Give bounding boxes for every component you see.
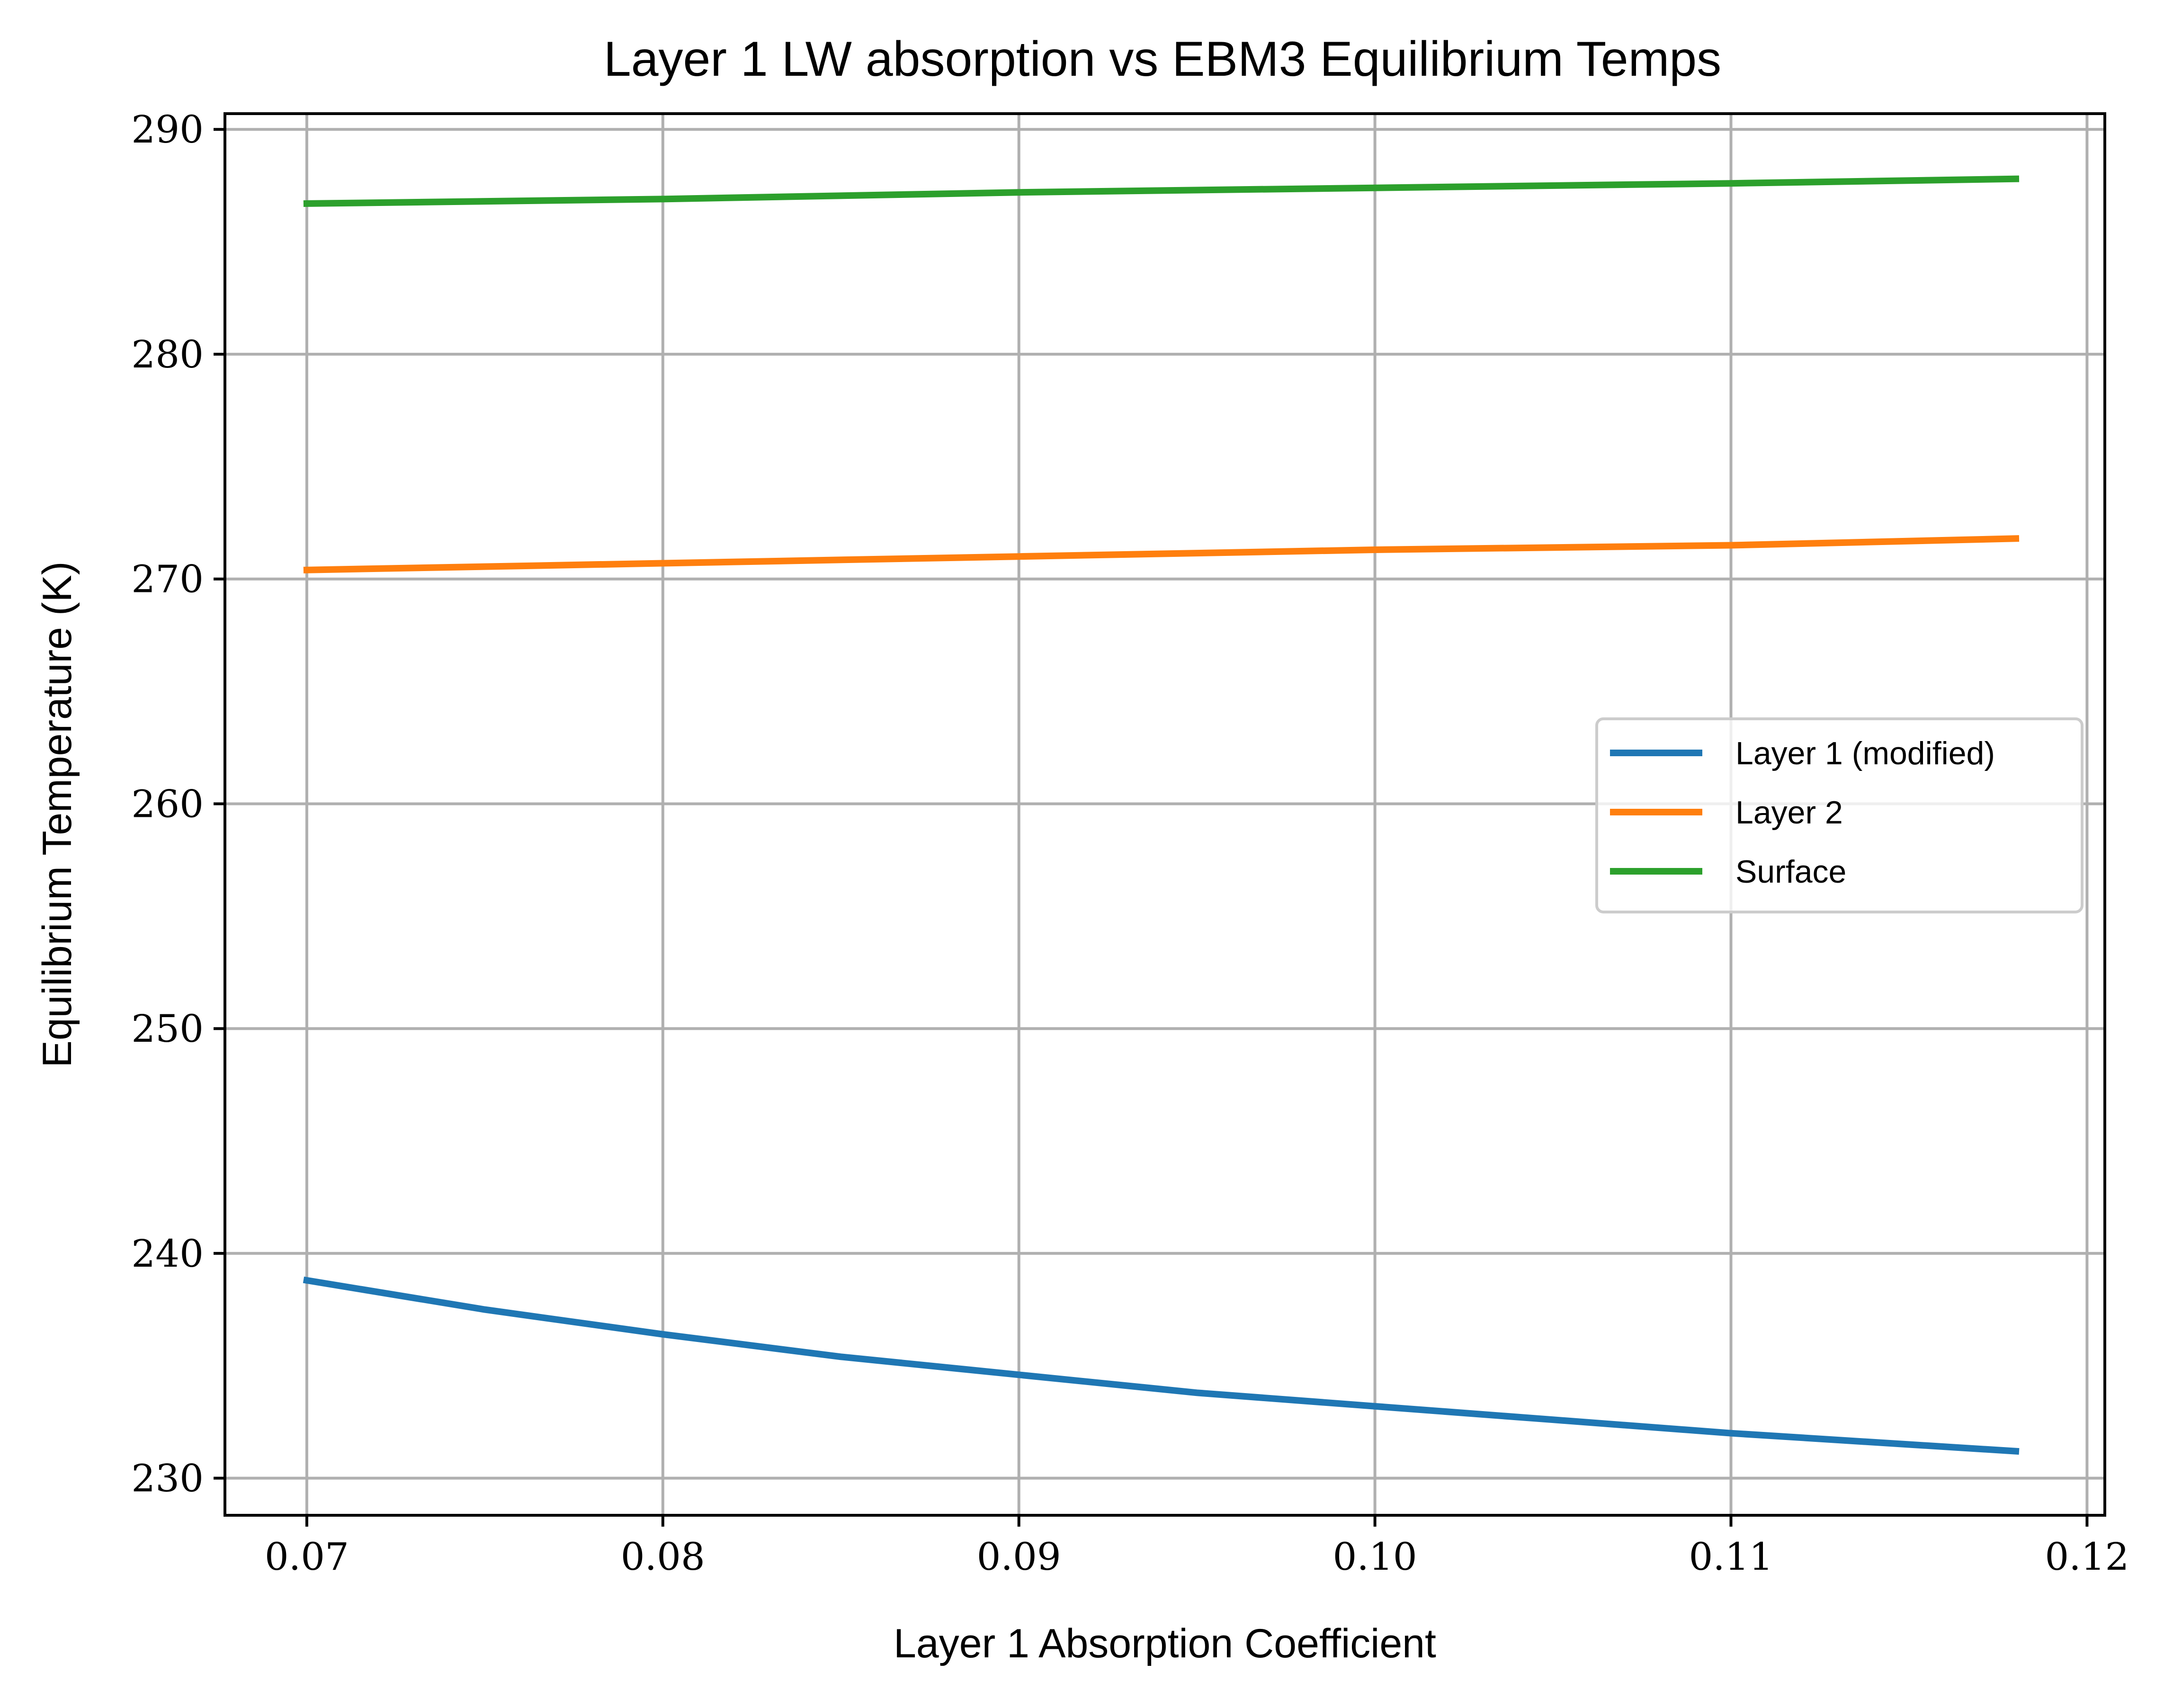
x-tick-label: 0.09: [977, 1535, 1061, 1579]
y-tick-label: 230: [131, 1457, 204, 1501]
y-tick-label: 260: [131, 782, 204, 826]
legend-label-1: Layer 1 (modified): [1735, 735, 1995, 771]
plot-lines: [303, 175, 2020, 1455]
legend-label-2: Layer 2: [1735, 795, 1843, 831]
x-axis-label: Layer 1 Absorption Coefficient: [894, 1621, 1436, 1666]
legend-entries: Layer 1 (modified) Layer 2 Surface: [1610, 735, 1995, 890]
x-tick-label: 0.10: [1333, 1535, 1417, 1579]
x-tick-label: 0.11: [1689, 1535, 1773, 1579]
legend: Layer 1 (modified) Layer 2 Surface: [1595, 717, 2084, 913]
series-line-1: [303, 1276, 2020, 1455]
series-line-2: [303, 535, 2020, 573]
series-line-3: [303, 175, 2020, 207]
y-tick-label: 240: [131, 1232, 204, 1276]
x-tick-label: 0.08: [621, 1535, 705, 1579]
legend-label-3: Surface: [1735, 854, 1846, 890]
y-tick-label: 270: [131, 557, 204, 601]
y-tick-label: 250: [131, 1007, 204, 1051]
plot-area-frame: [224, 112, 2106, 1517]
y-tick-label: 290: [131, 107, 204, 152]
y-tick-label: 280: [131, 332, 204, 376]
x-tick-label: 0.07: [265, 1535, 349, 1579]
x-tick-label: 0.12: [2045, 1535, 2129, 1579]
legend-frame: [1595, 717, 2084, 913]
chart-title: Layer 1 LW absorption vs EBM3 Equilibriu…: [604, 32, 1721, 87]
axis-ticks: 0.07 0.08 0.09 0.10 0.11 0.12 230 240 250 260 270 2…: [131, 107, 2129, 1579]
y-axis-label: Equilibrium Temperature (K): [35, 561, 80, 1067]
